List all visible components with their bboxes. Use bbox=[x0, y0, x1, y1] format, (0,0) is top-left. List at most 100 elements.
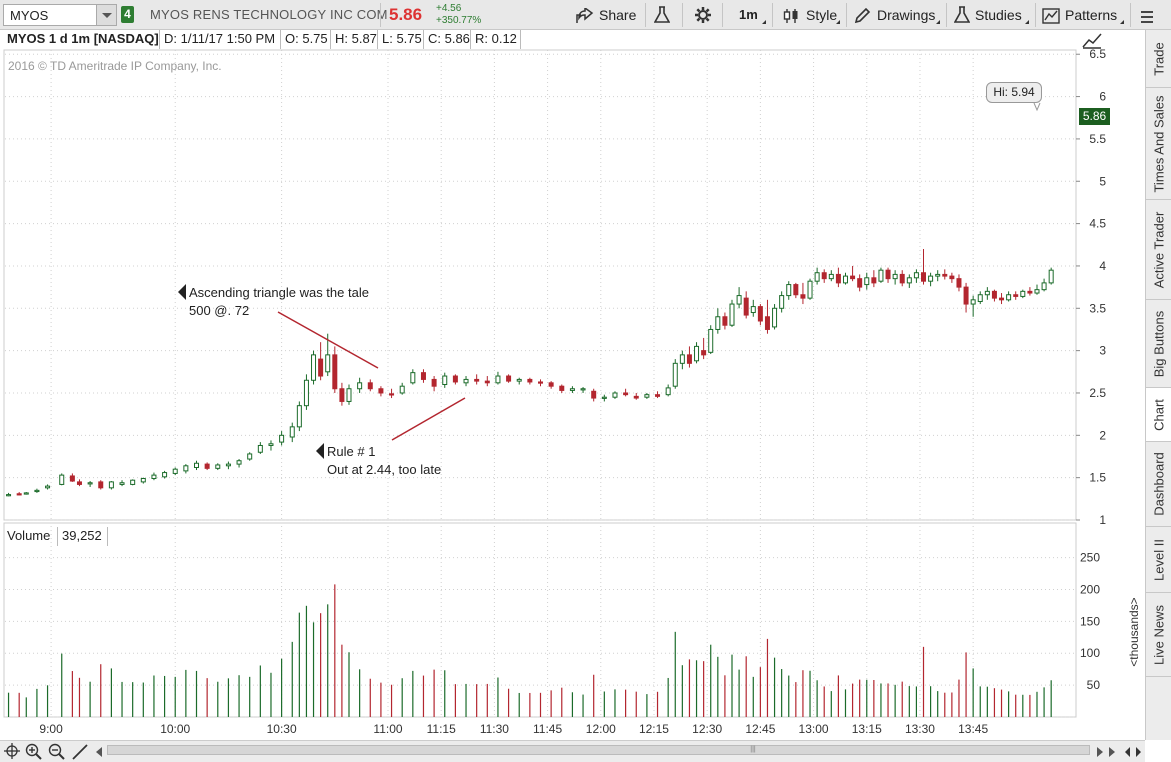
flask-icon bbox=[953, 6, 971, 23]
tab-level-ii[interactable]: Level II bbox=[1146, 527, 1171, 593]
price-tick-label: 4.5 bbox=[1089, 217, 1106, 231]
crosshair-icon[interactable] bbox=[4, 743, 20, 759]
tab-trade[interactable]: Trade bbox=[1146, 30, 1171, 88]
draw-line-icon[interactable] bbox=[71, 743, 89, 761]
dropdown-corner-icon bbox=[1025, 20, 1029, 24]
candle-body bbox=[69, 475, 75, 482]
candle-body bbox=[23, 492, 29, 495]
link-group-badge[interactable]: 4 bbox=[121, 6, 134, 23]
candle-body bbox=[807, 280, 813, 299]
price-tick-label: 2 bbox=[1099, 428, 1106, 442]
time-tick-label: 10:30 bbox=[267, 722, 297, 736]
annotation-text: 500 @. 72 bbox=[189, 303, 250, 318]
candle-body bbox=[835, 273, 841, 284]
zoom-out-icon[interactable] bbox=[48, 743, 66, 761]
candle-body bbox=[76, 481, 82, 485]
volume-panel-frame bbox=[3, 522, 1077, 718]
expand-horizontal-icon[interactable] bbox=[1124, 746, 1142, 758]
high-marker-pointer bbox=[1033, 102, 1041, 112]
share-button[interactable]: Share bbox=[576, 5, 636, 25]
price-tick-label: 5.5 bbox=[1089, 132, 1106, 146]
candle-body bbox=[672, 362, 678, 387]
tab-live-news[interactable]: Live News bbox=[1146, 593, 1171, 677]
tab-big-buttons[interactable]: Big Buttons bbox=[1146, 300, 1171, 388]
candle-body bbox=[257, 444, 263, 453]
candle-body bbox=[857, 278, 863, 288]
time-tick-label: 9:00 bbox=[39, 722, 63, 736]
candle-body bbox=[921, 272, 927, 282]
volume-title: Volume bbox=[3, 527, 58, 546]
settings-button[interactable] bbox=[694, 5, 717, 25]
patterns-icon bbox=[1042, 8, 1060, 24]
candle-body bbox=[559, 385, 565, 391]
candle-body bbox=[268, 443, 274, 446]
candle-body bbox=[569, 388, 575, 391]
scroll-left-icon[interactable] bbox=[95, 747, 103, 757]
studies-button[interactable]: Studies bbox=[953, 5, 1022, 25]
scroll-grip[interactable]: ||| bbox=[750, 746, 756, 753]
tab-active-trader[interactable]: Active Trader bbox=[1146, 200, 1171, 300]
time-scrollbar[interactable]: ||| bbox=[107, 745, 1090, 755]
time-tick-label: 11:15 bbox=[427, 722, 456, 736]
symbol-dropdown-button[interactable] bbox=[96, 5, 116, 25]
tab-chart[interactable]: Chart bbox=[1146, 388, 1171, 442]
candle-body bbox=[591, 390, 597, 399]
candle-body bbox=[729, 303, 735, 326]
price-panel-frame bbox=[3, 49, 1077, 521]
candle-body bbox=[1048, 269, 1054, 284]
annotation-text: Out at 2.44, too late bbox=[327, 462, 442, 477]
candle-body bbox=[1041, 282, 1047, 291]
interval-button[interactable]: 1m bbox=[739, 7, 758, 22]
candle-body bbox=[701, 350, 707, 356]
tab-label: Times And Sales bbox=[1151, 94, 1167, 193]
drawings-button[interactable]: Drawings bbox=[854, 5, 935, 25]
candle-body bbox=[194, 462, 200, 468]
dropdown-corner-icon bbox=[836, 20, 840, 24]
candle-body bbox=[623, 392, 629, 396]
patterns-button[interactable]: Patterns bbox=[1042, 5, 1117, 25]
annotation-ascending-triangle[interactable]: Ascending triangle was the tale 500 @. 7… bbox=[178, 284, 369, 320]
scroll-right-icon[interactable] bbox=[1096, 747, 1104, 757]
candle-body bbox=[399, 385, 405, 394]
tab-label: Live News bbox=[1151, 604, 1167, 665]
candle-body bbox=[484, 380, 490, 384]
candle-body bbox=[6, 494, 12, 497]
chart-title[interactable]: MYOS 1 d 1m [NASDAQ] bbox=[3, 30, 160, 49]
change-block: +4.56 +350.77% bbox=[436, 3, 481, 27]
candle-body bbox=[736, 295, 742, 305]
candle-body bbox=[686, 354, 692, 364]
candle-body bbox=[420, 372, 426, 380]
candle-body bbox=[1027, 290, 1033, 294]
candle-body bbox=[612, 392, 618, 398]
price-tick-label: 4 bbox=[1099, 259, 1106, 273]
annotation-rule-one[interactable]: Rule # 1 Out at 2.44, too late bbox=[316, 443, 442, 479]
flask-button[interactable] bbox=[653, 5, 675, 25]
candle-body bbox=[1034, 289, 1040, 294]
volume-unit-label: <thousands> bbox=[1127, 597, 1141, 666]
tab-label: Dashboard bbox=[1151, 452, 1167, 516]
candle-body bbox=[225, 463, 231, 467]
side-tabs: Trade Times And Sales Active Trader Big … bbox=[1145, 30, 1171, 740]
symbol-input[interactable]: MYOS bbox=[3, 4, 117, 26]
candle-body bbox=[303, 379, 309, 407]
style-button[interactable]: Style bbox=[783, 5, 837, 25]
candle-body bbox=[108, 481, 114, 489]
toolbar: MYOS 4 MYOS RENS TECHNOLOGY INC COM 5.86… bbox=[0, 0, 1171, 30]
candle-body bbox=[842, 275, 848, 284]
candle-body bbox=[1006, 294, 1012, 301]
candle-body bbox=[757, 306, 763, 322]
candle-body bbox=[885, 269, 891, 280]
annotation-line bbox=[391, 397, 466, 441]
tab-dashboard[interactable]: Dashboard bbox=[1146, 442, 1171, 527]
volume-value: 39,252 bbox=[58, 527, 108, 546]
candle-body bbox=[59, 474, 65, 485]
zoom-in-icon[interactable] bbox=[25, 743, 43, 761]
candle-body bbox=[722, 316, 728, 326]
price-tick-label: 5 bbox=[1099, 174, 1106, 188]
expand-chart-icon[interactable] bbox=[1080, 30, 1104, 50]
scroll-end-icon[interactable] bbox=[1108, 747, 1116, 757]
tab-times-and-sales[interactable]: Times And Sales bbox=[1146, 88, 1171, 200]
menu-button[interactable] bbox=[1140, 5, 1159, 25]
candle-body bbox=[963, 286, 969, 305]
candle-body bbox=[516, 378, 522, 382]
